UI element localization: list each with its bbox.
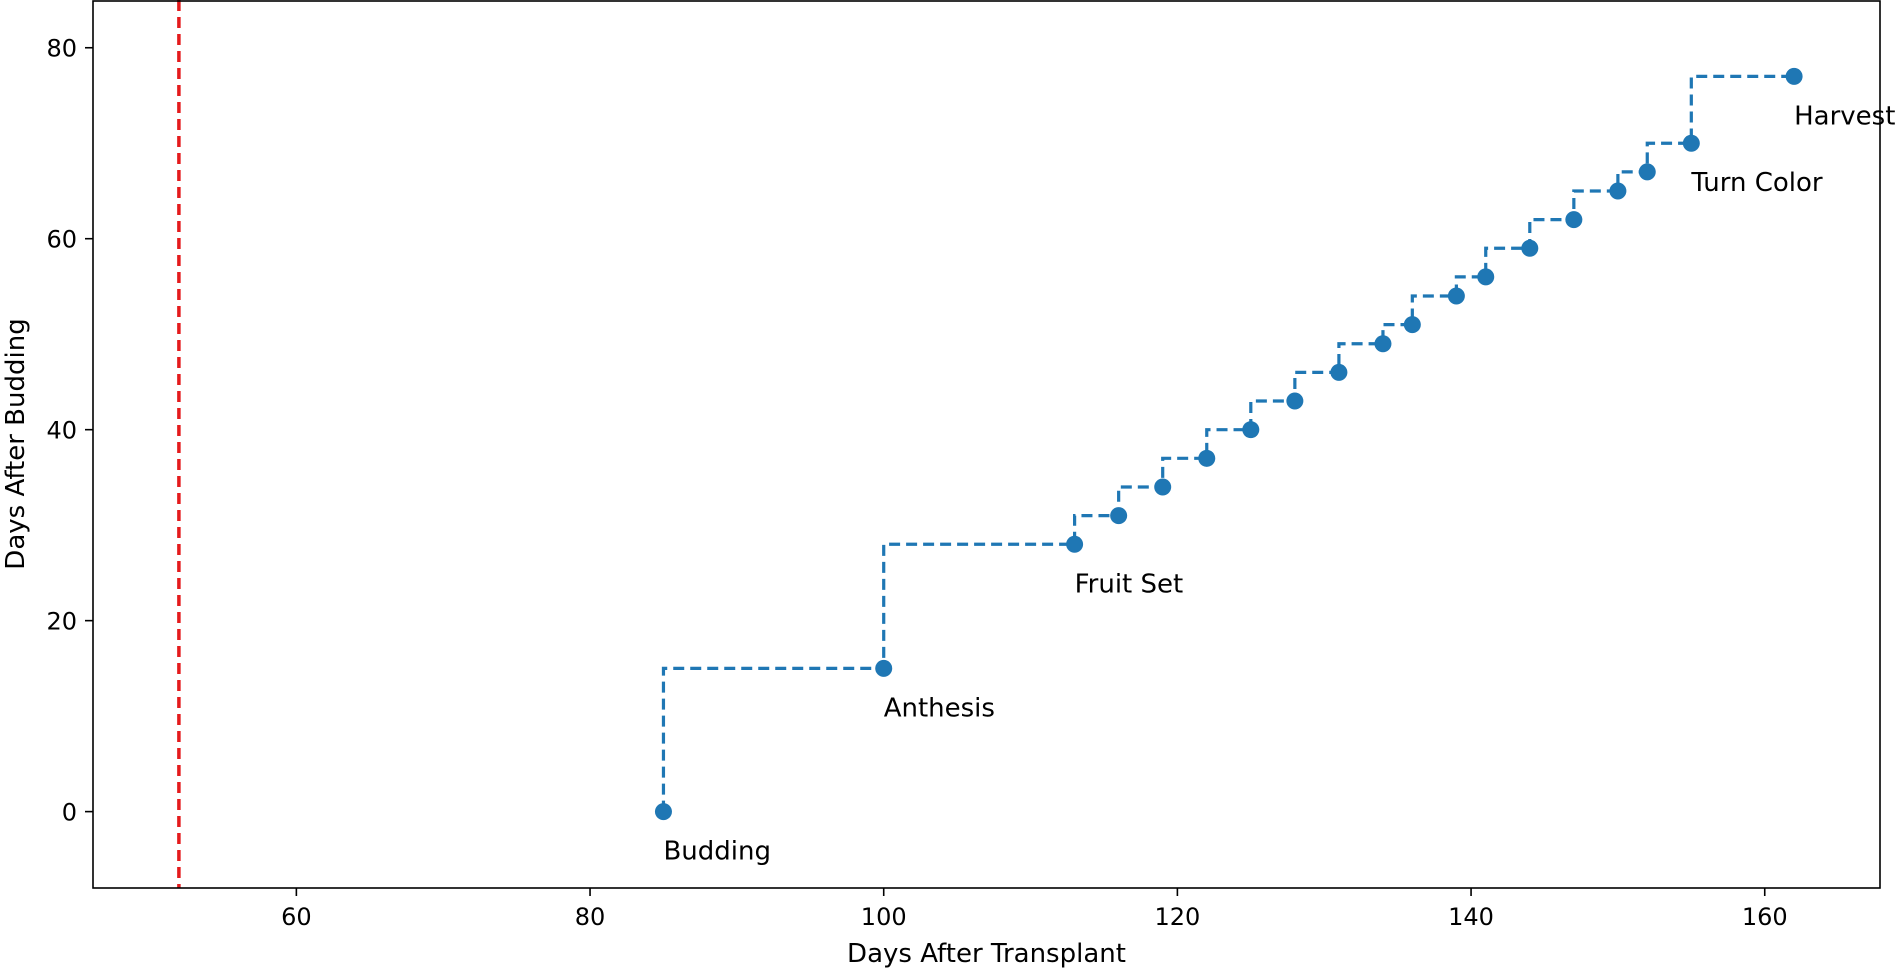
annotation-label: Turn Color bbox=[1690, 168, 1823, 198]
x-tick-label: 80 bbox=[575, 903, 606, 931]
y-tick-label: 40 bbox=[46, 417, 77, 445]
y-tick-label: 0 bbox=[62, 799, 77, 827]
x-tick-label: 140 bbox=[1448, 903, 1494, 931]
data-point bbox=[1521, 239, 1539, 257]
y-tick-label: 60 bbox=[46, 226, 77, 254]
data-point bbox=[1066, 535, 1084, 553]
plot-frame bbox=[92, 0, 1881, 889]
x-tick-label: 160 bbox=[1742, 903, 1788, 931]
data-point bbox=[1638, 163, 1656, 181]
x-tick-label: 60 bbox=[281, 903, 312, 931]
plot-area: Budding Anthesis Fruit Set Turn Color Harves… bbox=[177, 0, 1895, 888]
data-point bbox=[1286, 392, 1304, 410]
x-tick-label: 100 bbox=[861, 903, 907, 931]
data-point bbox=[1477, 268, 1495, 286]
data-point bbox=[1374, 335, 1392, 353]
data-point bbox=[1447, 287, 1465, 305]
data-point bbox=[1242, 421, 1260, 439]
y-axis-title: Days After Budding bbox=[1, 318, 31, 569]
annotation-label: Anthesis bbox=[884, 693, 995, 723]
annotation-label: Fruit Set bbox=[1075, 569, 1184, 599]
data-point bbox=[1330, 363, 1348, 381]
annotation-label: Budding bbox=[663, 837, 771, 867]
axis-titles: Days After Transplant Days After Budding bbox=[1, 318, 1126, 969]
data-point bbox=[1198, 449, 1216, 467]
data-point bbox=[1110, 507, 1128, 525]
annotation-label: Harvest bbox=[1794, 101, 1895, 131]
x-tick-label: 120 bbox=[1154, 903, 1200, 931]
data-point bbox=[654, 803, 672, 821]
x-axis-title: Days After Transplant bbox=[847, 939, 1126, 969]
data-point bbox=[1565, 211, 1583, 229]
y-tick-label: 80 bbox=[46, 35, 77, 63]
y-tick-label: 20 bbox=[46, 608, 77, 636]
axes: 60 80 100 120 140 160 0 20 40 60 80 bbox=[46, 0, 1881, 931]
data-point bbox=[1609, 182, 1627, 200]
data-point bbox=[1154, 478, 1172, 496]
data-point bbox=[1403, 316, 1421, 334]
data-point bbox=[1785, 67, 1803, 85]
data-point bbox=[1682, 134, 1700, 152]
data-point bbox=[875, 659, 893, 677]
